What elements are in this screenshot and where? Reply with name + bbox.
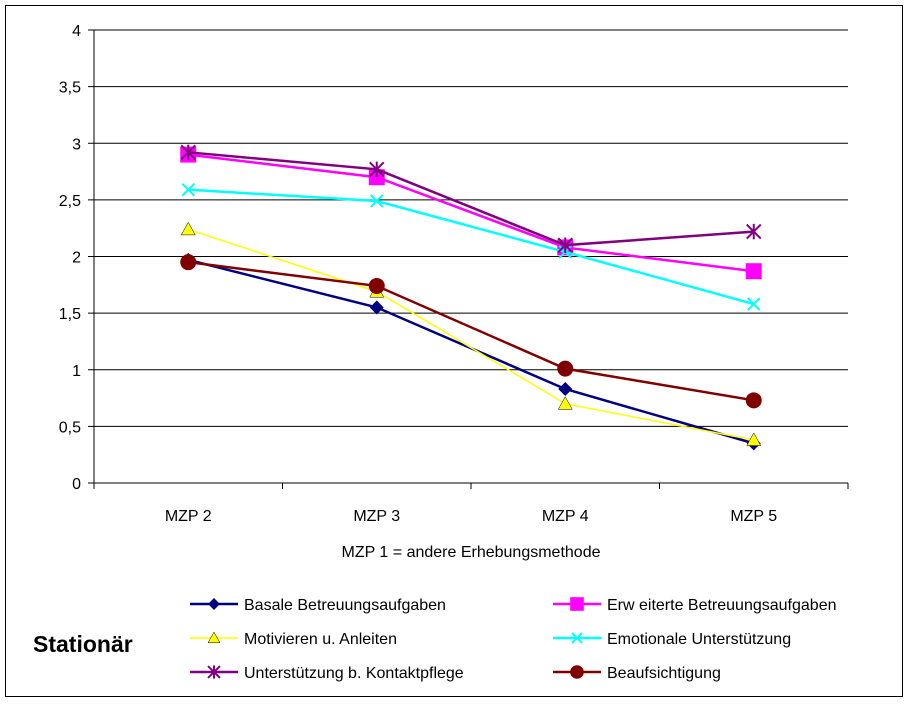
x-tick-label: MZP 5: [730, 508, 777, 525]
y-tick-label: 3,5: [59, 80, 81, 97]
legend-item: Motivieren u. Anleiten: [190, 631, 397, 648]
side-label: Stationär: [33, 631, 133, 657]
y-tick-label: 4: [72, 23, 81, 40]
series-line: [188, 153, 754, 273]
y-tick-label: 0,5: [59, 419, 81, 436]
data-point: [745, 392, 762, 409]
legend-item: Erw eiterte Betreuungsaufgaben: [553, 597, 836, 614]
data-point: [747, 297, 761, 311]
data-point: [207, 665, 221, 679]
y-tick-label: 3: [72, 136, 81, 153]
data-point: [180, 144, 196, 161]
y-tick-label: 2,5: [59, 193, 81, 210]
data-point: [369, 300, 384, 315]
legend-item: Unterstützung b. Kontaktpflege: [190, 665, 464, 682]
data-point: [369, 161, 385, 178]
legend: Basale Betreuungsaufgaben Erw eiterte Bet…: [190, 597, 836, 682]
legend-label: Emotionale Unterstützung: [607, 631, 791, 648]
y-tick-label: 1: [72, 363, 81, 380]
x-tick-label: MZP 4: [542, 508, 589, 525]
data-point: [557, 396, 573, 410]
line-chart: 0 0,5 1 1,5 2 2,5 3 3,5 4 MZP 2 MZP 3 MZP 4 MZP 5 MZ…: [33, 23, 849, 682]
data-point: [746, 432, 762, 446]
data-point: [570, 665, 584, 679]
axes: 0 0,5 1 1,5 2 2,5 3 3,5 4 MZP 2 MZP 3 MZP 4 MZP 5: [59, 23, 849, 525]
legend-item: Emotionale Unterstützung: [553, 631, 791, 648]
data-point: [180, 254, 197, 271]
y-tick-label: 2: [72, 250, 81, 267]
legend-label: Basale Betreuungsaufgaben: [244, 597, 446, 614]
data-point: [571, 632, 583, 644]
series-3: [180, 221, 762, 446]
series-4: [181, 182, 761, 311]
data-point: [570, 597, 584, 611]
data-point: [181, 182, 195, 197]
data-point: [208, 598, 220, 610]
x-tick-label: MZP 2: [165, 508, 212, 525]
x-axis-title: MZP 1 = andere Erhebungsmethode: [342, 544, 601, 561]
data-point: [557, 360, 574, 377]
series-line: [188, 260, 754, 402]
series-line: [188, 188, 755, 306]
data-point: [746, 223, 762, 240]
y-tick-label: 1,5: [59, 306, 81, 323]
series-2: [180, 146, 762, 280]
y-tick-label: 0: [72, 476, 81, 493]
legend-label: Beaufsichtigung: [607, 665, 721, 682]
x-tick-label: MZP 3: [353, 508, 400, 525]
legend-item: Beaufsichtigung: [553, 665, 721, 682]
data-point: [370, 194, 384, 208]
data-point: [745, 263, 762, 280]
data-point: [180, 221, 196, 236]
data-point: [557, 237, 573, 253]
series-5: [180, 144, 762, 253]
legend-label: Erw eiterte Betreuungsaufgaben: [607, 597, 836, 614]
axis-labels: MZP 1 = andere Erhebungsmethode Stationä…: [33, 544, 601, 657]
data-point: [207, 631, 221, 644]
gridlines: [94, 29, 848, 427]
legend-label: Motivieren u. Anleiten: [244, 631, 397, 648]
series-line: [187, 258, 755, 445]
legend-item: Basale Betreuungsaufgaben: [190, 597, 446, 614]
series-6: [180, 254, 762, 409]
legend-label: Unterstützung b. Kontaktpflege: [244, 665, 464, 682]
data-point: [368, 277, 385, 294]
data-point: [558, 382, 573, 397]
series-line: [188, 228, 754, 441]
chart-frame: 0 0,5 1 1,5 2 2,5 3 3,5 4 MZP 2 MZP 3 MZP 4 MZP 5 MZ…: [5, 5, 903, 697]
series-line: [188, 151, 754, 247]
series-lines: [180, 144, 762, 451]
